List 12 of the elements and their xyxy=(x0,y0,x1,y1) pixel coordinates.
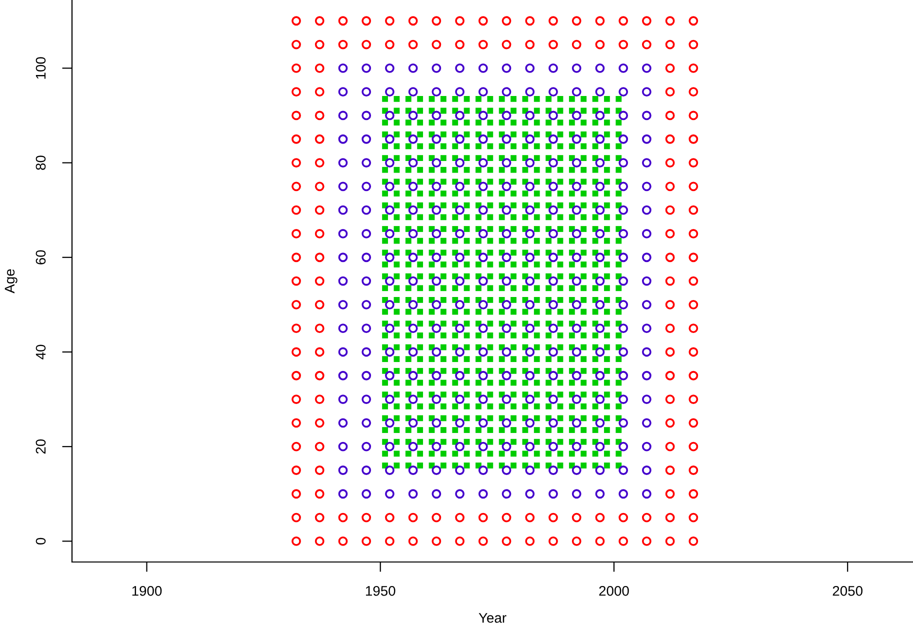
y-tick-label: 60 xyxy=(36,250,46,264)
x-tick-label: 1950 xyxy=(366,586,396,596)
y-tick-label: 100 xyxy=(36,57,46,79)
x-tick-label: 2000 xyxy=(599,586,629,596)
y-tick-label: 0 xyxy=(36,538,46,545)
x-axis-title: Year xyxy=(478,613,506,623)
x-tick-label: 2050 xyxy=(832,586,862,596)
y-tick-label: 20 xyxy=(36,439,46,454)
y-tick-label: 80 xyxy=(36,156,46,170)
y-tick-label: 40 xyxy=(36,344,46,360)
x-tick-label: 1900 xyxy=(132,586,162,596)
y-axis-title: Age xyxy=(4,269,18,294)
